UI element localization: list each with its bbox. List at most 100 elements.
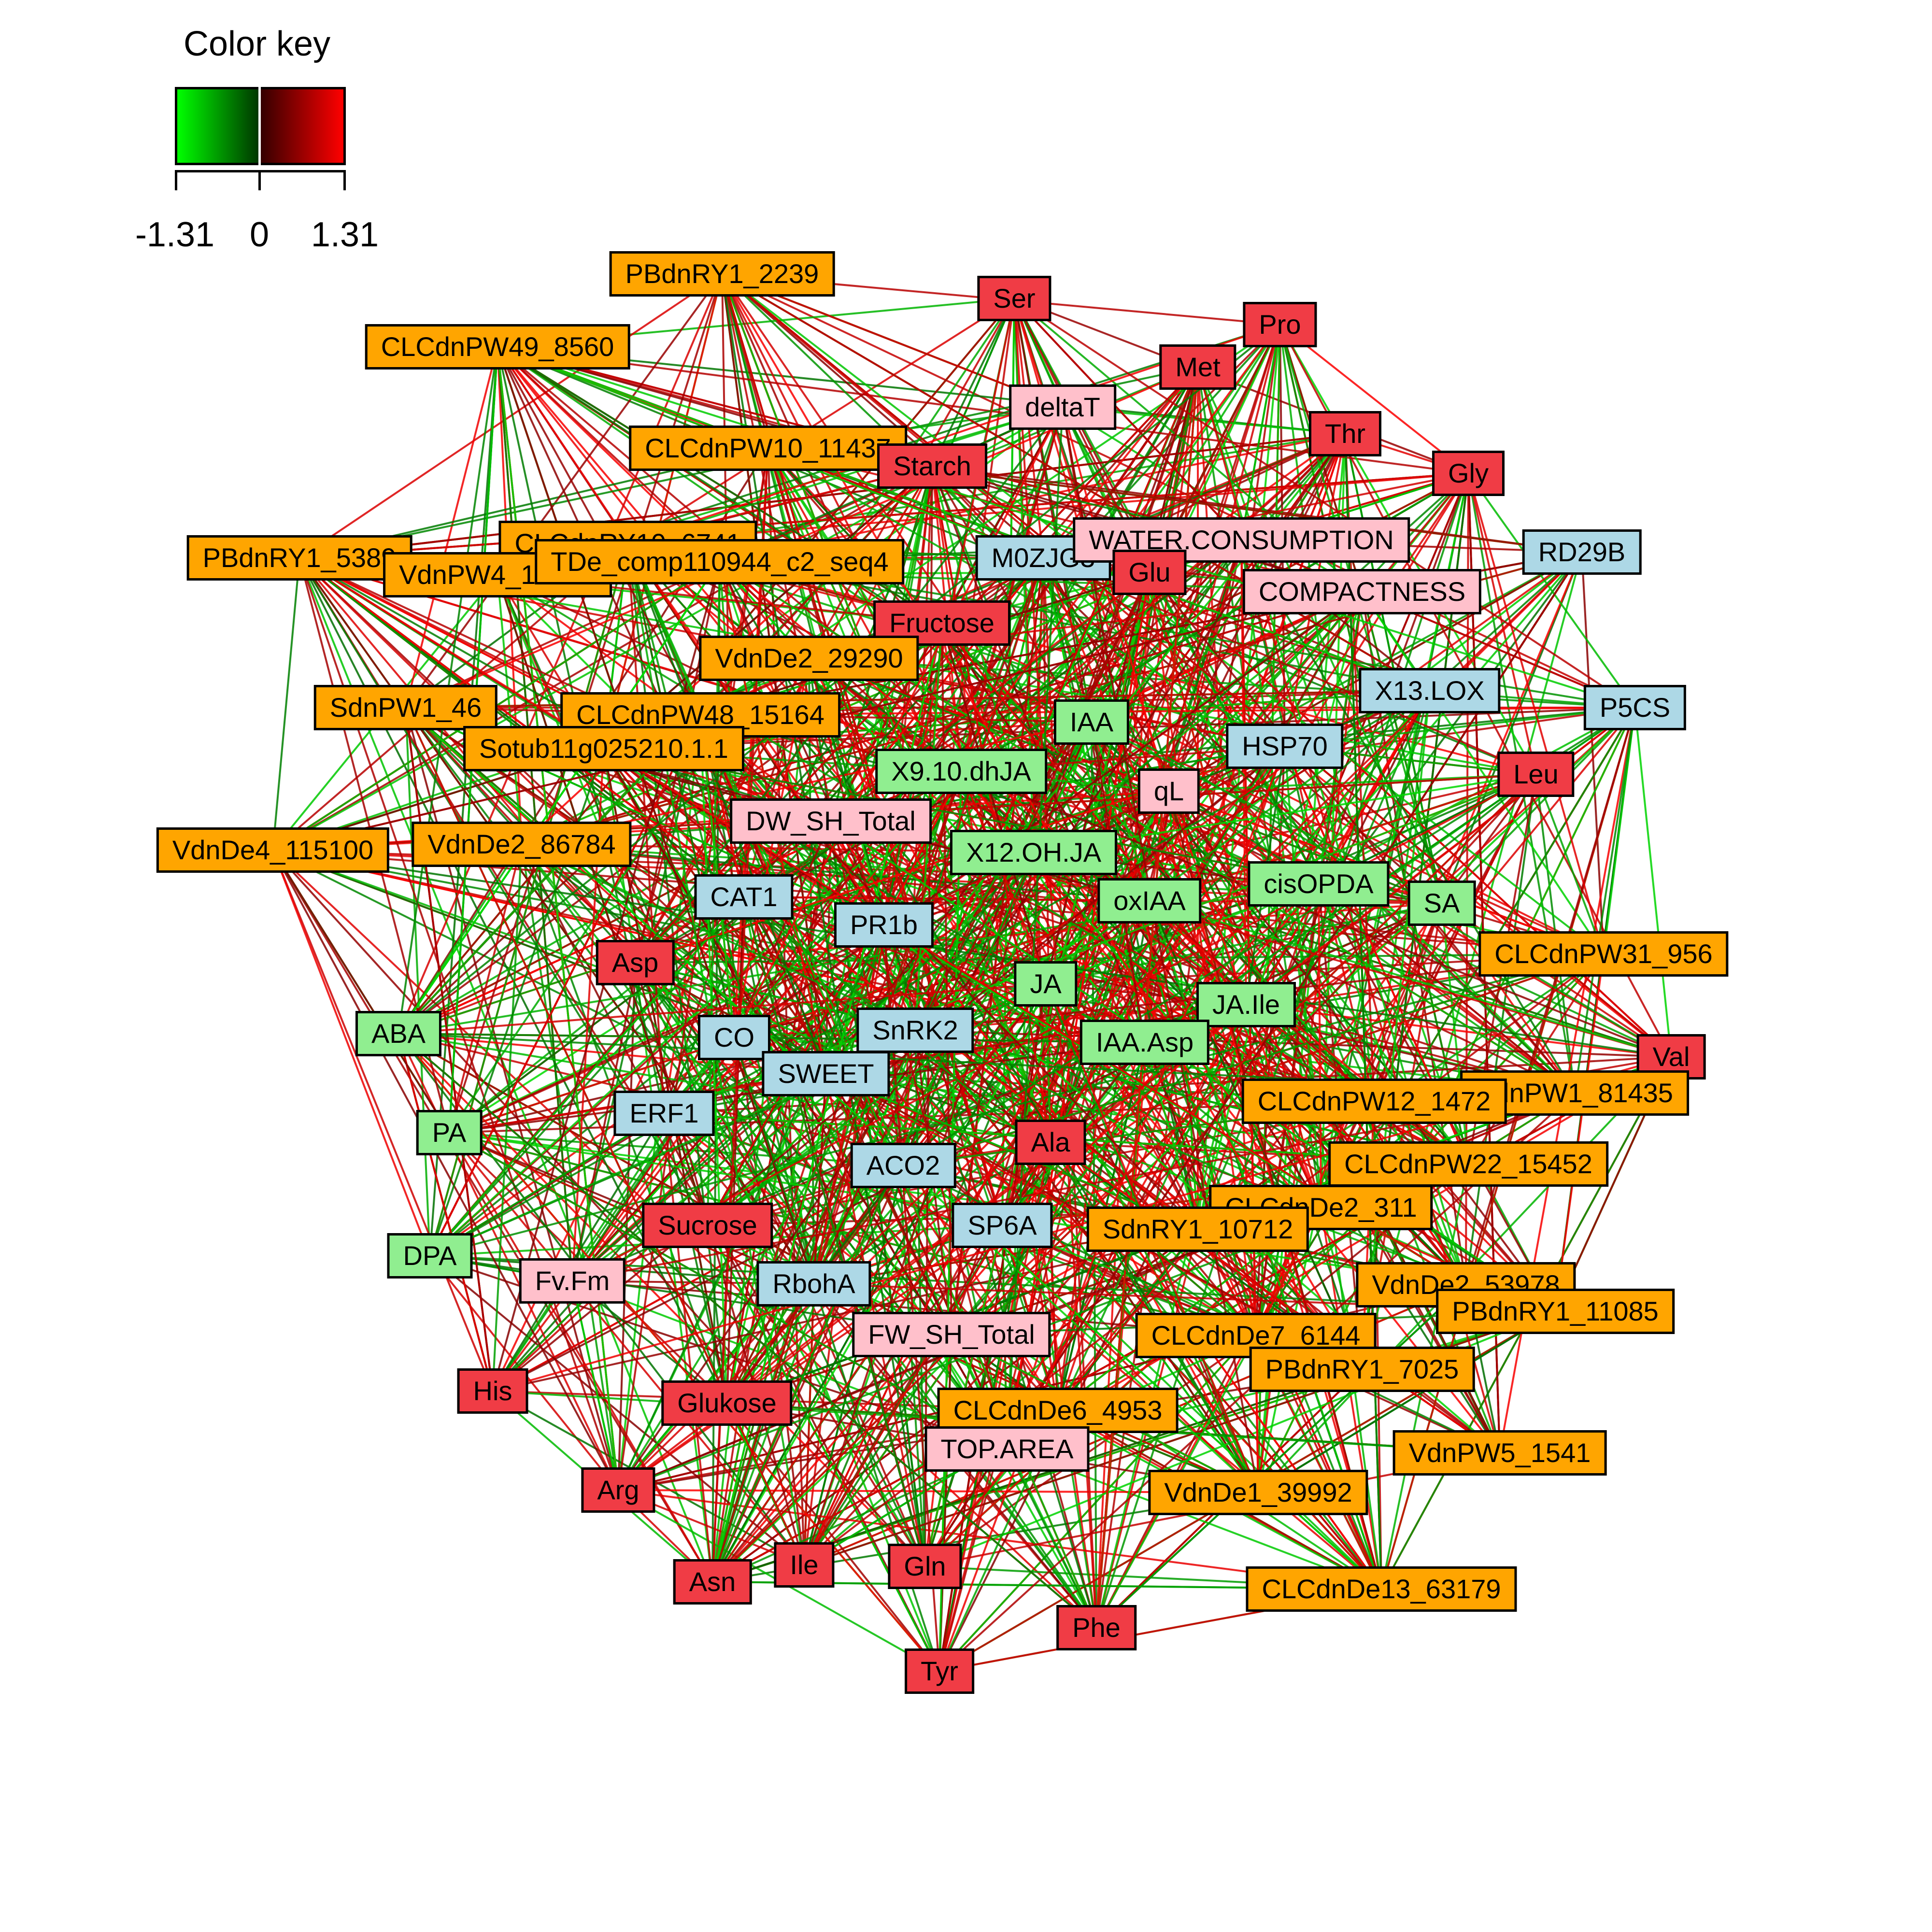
edge [617, 707, 1636, 1491]
edge [429, 690, 1430, 1257]
edge [941, 623, 1035, 853]
color-key-tick-min [175, 170, 177, 190]
node-tyr: Tyr [905, 1648, 974, 1694]
color-key-min-label: -1.31 [135, 215, 215, 254]
edge [663, 1112, 952, 1335]
edge [398, 561, 721, 1035]
node-phe: Phe [1056, 1605, 1136, 1650]
edge [1535, 774, 1605, 954]
node-vdnde2-29290: VdnDe2_29290 [699, 636, 919, 681]
edge [398, 1033, 494, 1392]
edge [272, 849, 450, 1134]
edge [726, 924, 885, 1404]
edge [1006, 407, 1064, 1449]
node-pr1b: PR1b [834, 902, 934, 948]
node-vdnde2-86784: VdnDe2_86784 [412, 822, 632, 867]
edge [299, 433, 1346, 559]
node-gln: Gln [888, 1544, 962, 1589]
edge [914, 551, 1583, 1031]
node-ala: Ala [1015, 1120, 1086, 1165]
edge [571, 1280, 619, 1491]
edge [572, 1092, 1575, 1282]
edge [1033, 773, 1536, 853]
node-aco2: ACO2 [850, 1143, 956, 1188]
node-dpa: DPA [387, 1233, 473, 1279]
edge [634, 962, 805, 1565]
node-clcdnpw49-8560: CLCdnPW49_8560 [365, 324, 630, 369]
edge [1465, 774, 1537, 1285]
node-top-area: TOP.AREA [924, 1426, 1090, 1472]
node-ser: Ser [977, 276, 1051, 321]
edge [497, 346, 1635, 709]
edge [627, 298, 1015, 544]
node-aba: ABA [355, 1011, 442, 1056]
edge [398, 1033, 940, 1672]
node-x13-lox: X13.LOX [1359, 668, 1501, 713]
node-iaa: IAA [1053, 699, 1130, 745]
edge [429, 714, 701, 1256]
node-oxiaa: oxIAA [1097, 878, 1202, 923]
edge [627, 543, 735, 1038]
node-clcdnpw31-956: CLCdnPW31_956 [1478, 931, 1729, 977]
edge [1006, 1056, 1672, 1450]
node-ja-ile: JA.Ile [1196, 982, 1296, 1027]
edge [733, 407, 1064, 1038]
edge [298, 557, 815, 1285]
edge [1441, 902, 1576, 1094]
edge [803, 690, 1431, 1566]
node-glu: Glu [1112, 550, 1187, 595]
edge [931, 298, 1015, 467]
edge [941, 623, 952, 1335]
edge [1361, 591, 1605, 955]
edge [1467, 473, 1605, 954]
color-key-midline [258, 87, 261, 165]
edge [1344, 433, 1382, 1590]
edge [298, 273, 723, 559]
node-rboha: RbohA [756, 1261, 871, 1307]
node-his: His [457, 1368, 528, 1414]
node-starch: Starch [877, 443, 987, 489]
edge [711, 983, 1047, 1582]
edge [1240, 539, 1576, 1094]
edge [272, 850, 494, 1392]
edge [941, 623, 1047, 984]
node-clcdnde13-63179: CLCdnDe13_63179 [1246, 1566, 1517, 1612]
edge [272, 557, 300, 851]
node-tde-comp110944-c2-seq4: TDe_comp110944_c2_seq4 [535, 539, 905, 584]
node-pro: Pro [1243, 302, 1317, 347]
node-rd29b: RD29B [1522, 529, 1642, 575]
edge [961, 770, 1672, 1058]
node-glukose: Glukose [661, 1380, 793, 1426]
node-fw-sh-total: FW_SH_Total [852, 1312, 1051, 1357]
color-key-tick-max [343, 170, 346, 190]
node-sucrose: Sucrose [642, 1203, 773, 1248]
edge [398, 1033, 1097, 1629]
edge [429, 896, 745, 1257]
edge [429, 953, 1604, 1257]
edge [803, 1165, 904, 1565]
edge [1574, 707, 1636, 1094]
edge [941, 407, 1064, 624]
edge [272, 849, 1672, 1058]
edge [272, 849, 926, 1567]
edge [1255, 707, 1636, 1336]
edge [719, 561, 885, 925]
edge [1284, 746, 1322, 1208]
edge [721, 273, 1672, 1058]
edge [603, 273, 723, 749]
node-p5cs: P5CS [1583, 685, 1687, 730]
edge [711, 852, 1035, 1582]
edge [711, 1334, 952, 1583]
edge [767, 447, 1363, 593]
edge [941, 622, 1672, 1058]
edge [1441, 707, 1636, 904]
node-hsp70: HSP70 [1226, 724, 1344, 769]
node-ql: qL [1137, 768, 1200, 814]
edge [1013, 298, 1636, 709]
edge [272, 850, 431, 1256]
edge [699, 714, 815, 1284]
edge [617, 448, 769, 1491]
node-cat1: CAT1 [694, 874, 794, 920]
edge [1241, 539, 1635, 709]
